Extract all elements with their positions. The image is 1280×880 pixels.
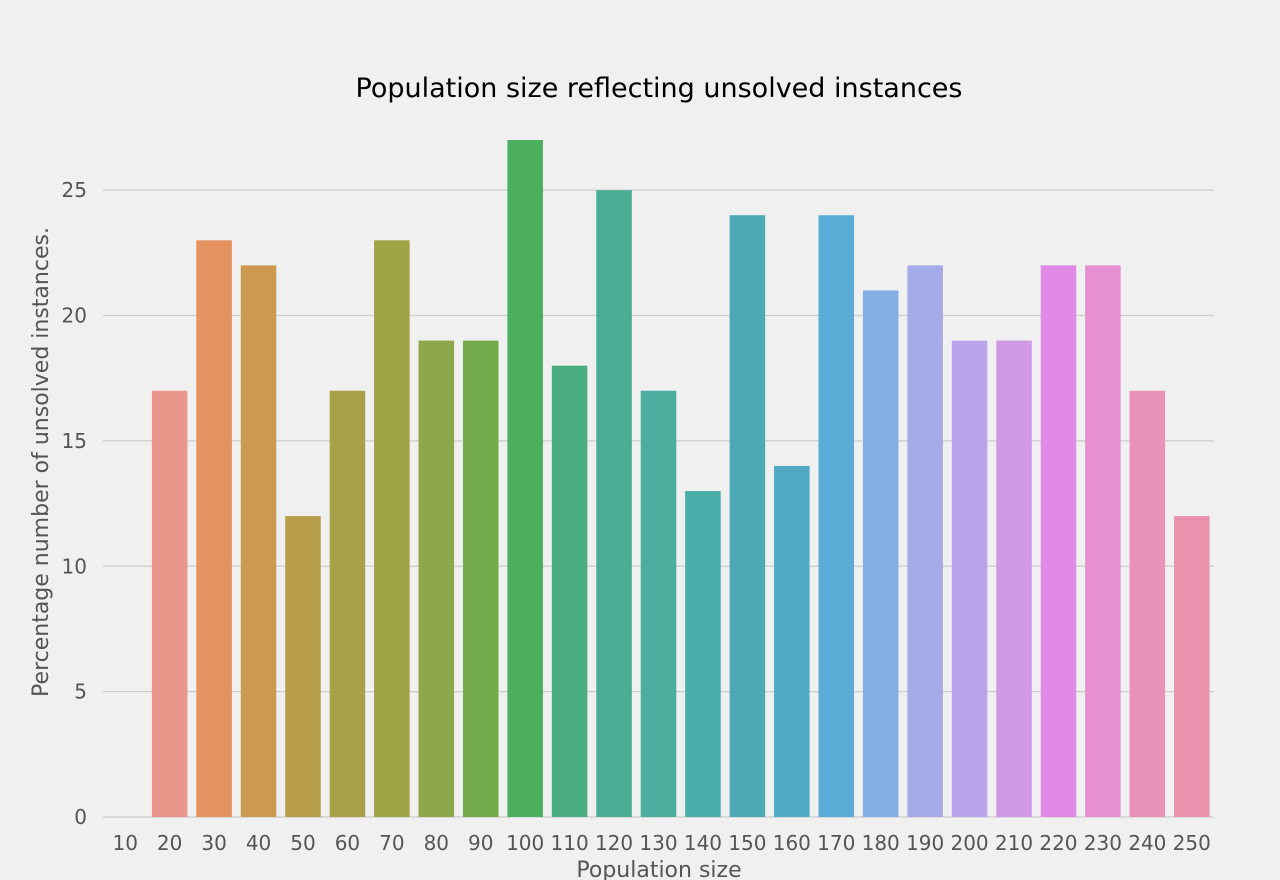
bar-140	[685, 491, 721, 817]
bar-90	[462, 340, 499, 817]
x-tick-label: 70	[379, 831, 404, 855]
chart-title: Population size reflecting unsolved inst…	[356, 73, 963, 104]
x-tick-label: 130	[639, 831, 677, 855]
y-tick-label: 15	[62, 429, 87, 453]
bar-80	[418, 340, 455, 817]
x-tick-label: 200	[950, 831, 988, 855]
y-tick-labels: 0 5 10 15 20 25	[62, 178, 87, 829]
bar-240	[1129, 390, 1166, 817]
x-tick-label: 120	[595, 831, 633, 855]
bar-20	[151, 390, 188, 817]
x-tick-label: 210	[995, 831, 1033, 855]
x-tick-label: 40	[246, 831, 271, 855]
x-tick-label: 110	[551, 831, 589, 855]
y-tick-label: 20	[62, 304, 87, 328]
bar-250	[1174, 516, 1210, 817]
y-tick-label: 0	[74, 805, 87, 829]
bar-30	[196, 240, 232, 818]
x-tick-label: 170	[817, 831, 855, 855]
bar-230	[1085, 265, 1121, 817]
x-tick-label: 30	[201, 831, 226, 855]
x-tick-label: 180	[862, 831, 900, 855]
x-tick-label: 250	[1173, 831, 1211, 855]
bar-100	[507, 140, 543, 817]
x-tick-label: 150	[728, 831, 766, 855]
x-tick-label: 230	[1084, 831, 1122, 855]
bar-150	[729, 215, 766, 817]
bar-180	[862, 290, 899, 817]
y-tick-label: 10	[62, 554, 87, 578]
x-tick-label: 90	[468, 831, 493, 855]
bar-130	[640, 390, 677, 817]
bar-200	[951, 340, 988, 817]
bar-50	[285, 516, 321, 817]
x-tick-label: 160	[773, 831, 811, 855]
x-tick-label: 60	[335, 831, 360, 855]
bar-220	[1040, 265, 1077, 817]
bars	[151, 140, 1210, 818]
x-tick-label: 100	[506, 831, 544, 855]
x-tick-label: 20	[157, 831, 182, 855]
bar-210	[996, 340, 1032, 817]
bar-120	[596, 190, 632, 818]
bar-70	[374, 240, 410, 818]
x-tick-label: 10	[112, 831, 137, 855]
x-tick-label: 240	[1128, 831, 1166, 855]
bar-190	[907, 265, 943, 817]
bar-160	[774, 465, 810, 817]
x-tick-labels: 10 20 30 40 50 60 70 80 90 100 110 120 130 140 150 160 1…	[112, 831, 1210, 855]
x-axis-label: Population size	[576, 858, 741, 880]
bar-40	[240, 265, 277, 817]
bar-60	[329, 390, 366, 817]
y-tick-label: 5	[74, 680, 87, 704]
x-tick-label: 140	[684, 831, 722, 855]
bar-110	[551, 365, 588, 817]
x-tick-label: 190	[906, 831, 944, 855]
x-tick-label: 220	[1039, 831, 1077, 855]
x-tick-label: 50	[290, 831, 315, 855]
bar-170	[818, 215, 855, 817]
x-tick-label: 80	[424, 831, 449, 855]
y-axis-label: Percentage number of unsolved instances.	[29, 227, 54, 697]
y-tick-label: 25	[62, 178, 87, 202]
